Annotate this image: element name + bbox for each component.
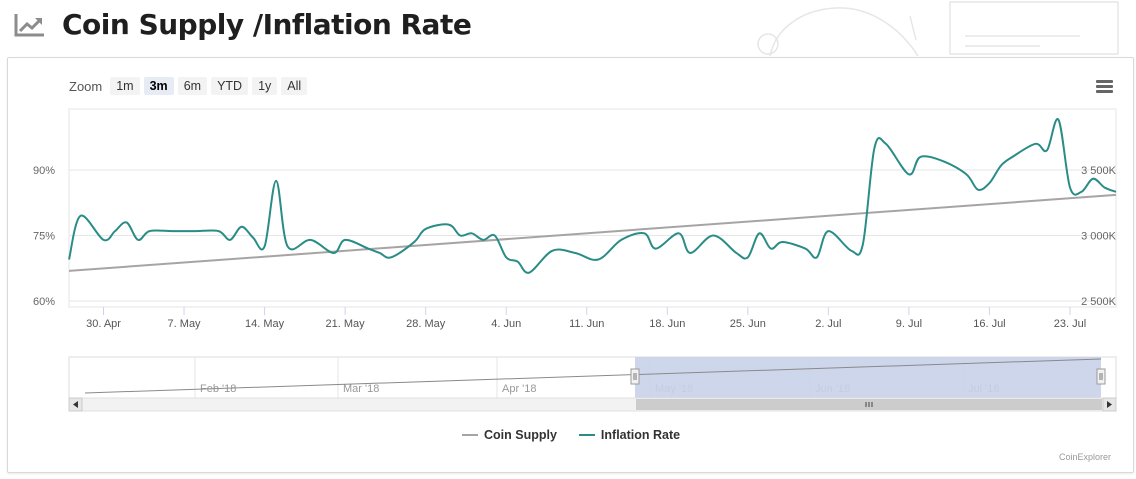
legend-item-coin-supply[interactable]: Coin Supply (462, 428, 557, 442)
zoom-1m-button[interactable]: 1m (110, 77, 140, 95)
legend-item-inflation-rate[interactable]: Inflation Rate (578, 428, 681, 442)
zoom-ytd-button[interactable]: YTD (211, 77, 249, 95)
chart-card (7, 57, 1134, 473)
hamburger-menu-icon[interactable] (1096, 80, 1113, 94)
legend-coin-supply-label: Coin Supply (484, 428, 557, 442)
zoom-1y-button[interactable]: 1y (252, 77, 278, 95)
legend-inflation-rate-label: Inflation Rate (600, 428, 681, 442)
zoom-3m-button[interactable]: 3m (143, 77, 174, 95)
inflation-rate-swatch (578, 434, 595, 436)
page-title: Coin Supply /Inflation Rate (62, 8, 472, 41)
credits: CoinExplorer (1059, 452, 1112, 462)
background-decoration (757, 1, 1119, 56)
zoom-6m-button[interactable]: 6m (177, 77, 208, 95)
legend: Coin Supply Inflation Rate (462, 428, 680, 442)
zoom-all-button[interactable]: All (281, 77, 308, 95)
page-header: Coin Supply /Inflation Rate (0, 0, 1136, 56)
zoom-label: Zoom (69, 78, 103, 94)
line-chart-icon (14, 14, 44, 37)
coin-supply-swatch (462, 434, 478, 436)
zoom-bar: Zoom 1m 3m 6m YTD 1y All (69, 76, 308, 96)
